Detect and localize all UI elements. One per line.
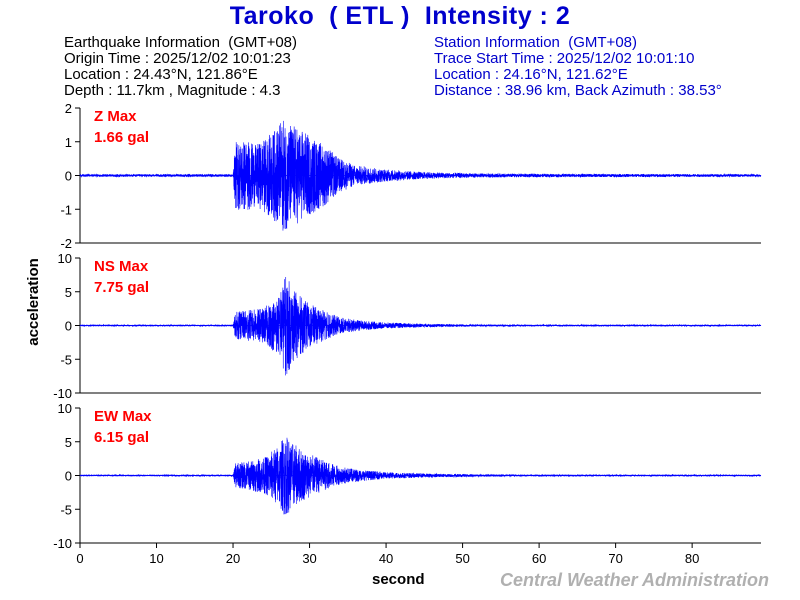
station-heading: Station Information (GMT+08) (434, 34, 637, 51)
y-tick-label: 0 (65, 469, 72, 484)
y-tick-label: -2 (60, 236, 72, 251)
station-info: Station Information (GMT+08) Trace Start… (434, 35, 722, 99)
x-tick-label: 40 (379, 551, 393, 566)
distance-azimuth: Distance : 38.96 km, Back Azimuth : 38.5… (434, 82, 722, 99)
y-tick-label: 10 (58, 251, 72, 266)
y-tick-label: 2 (65, 101, 72, 116)
y-tick-label: -1 (60, 202, 72, 217)
panel-ew: -10 -5 0 5 10 EW Max 6.15 gal (53, 401, 762, 551)
x-tick-label: 70 (608, 551, 622, 566)
y-tick-label: 10 (58, 401, 72, 416)
max-label-value: 1.66 gal (94, 129, 149, 146)
max-label-value: 7.75 gal (94, 279, 149, 296)
origin-time: Origin Time : 2025/12/02 10:01:23 (64, 50, 291, 67)
y-tick-label: -10 (53, 386, 72, 401)
panel-ns: -10 -5 0 5 10 NS Max 7.75 gal (53, 251, 762, 401)
epicenter-location: Location : 24.43°N, 121.86°E (64, 66, 258, 83)
max-label-name: NS Max (94, 258, 149, 275)
x-tick-label: 0 (76, 551, 83, 566)
earthquake-info: Earthquake Information (GMT+08) Origin T… (64, 35, 297, 99)
waveform-trace (79, 437, 762, 515)
panel-z: -2 -1 0 1 2 Z Max 1.66 gal (60, 101, 762, 251)
trace-start-time: Trace Start Time : 2025/12/02 10:01:10 (434, 50, 695, 67)
x-tick-label: 60 (532, 551, 546, 566)
waveform-trace (79, 276, 762, 376)
y-axis-label: acceleration (25, 258, 42, 346)
agency-credit: Central Weather Administration (499, 570, 769, 590)
y-tick-label: 0 (65, 319, 72, 334)
y-tick-label: 1 (65, 135, 72, 150)
y-tick-label: 0 (65, 169, 72, 184)
station-location: Location : 24.16°N, 121.62°E (434, 66, 628, 83)
max-label-name: EW Max (94, 408, 152, 425)
max-label-name: Z Max (94, 108, 137, 125)
chart-title: Taroko ( ETL ) Intensity : 2 (229, 2, 571, 30)
y-tick-label: 5 (65, 435, 72, 450)
y-tick-label: -10 (53, 536, 72, 551)
x-tick-label: 10 (149, 551, 163, 566)
y-tick-label: -5 (60, 502, 72, 517)
y-tick-label: -5 (60, 352, 72, 367)
x-tick-label: 30 (302, 551, 316, 566)
x-tick-label: 80 (685, 551, 699, 566)
earthquake-heading: Earthquake Information (GMT+08) (64, 34, 298, 51)
max-label-value: 6.15 gal (94, 429, 149, 446)
x-tick-label: 20 (226, 551, 240, 566)
y-tick-label: 5 (65, 285, 72, 300)
depth-magnitude: Depth : 11.7km , Magnitude : 4.3 (64, 82, 281, 99)
x-tick-label: 50 (455, 551, 469, 566)
x-axis-label: second (372, 571, 425, 588)
